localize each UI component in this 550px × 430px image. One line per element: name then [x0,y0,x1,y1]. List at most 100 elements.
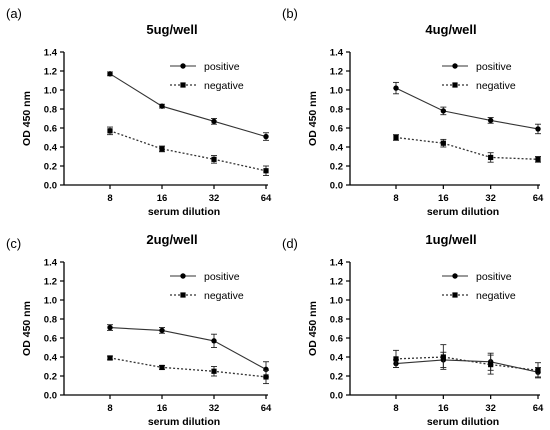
panel-label: (b) [282,6,298,21]
legend-marker-negative [180,82,186,88]
y-tick-label: 0.6 [330,333,343,344]
x-tick-label: 8 [393,403,398,414]
point-positive [393,85,399,91]
series-line-positive [109,327,267,370]
y-tick-label: 0.0 [44,180,57,191]
legend-marker-positive [180,273,186,279]
x-tick-label: 8 [393,193,398,204]
y-tick-label: 1.0 [330,295,343,306]
y-axis-title: OD 450 nm [307,301,319,356]
y-tick-label: 0.2 [44,371,57,382]
chart-title: 5ug/well [146,22,197,37]
point-negative [488,362,494,368]
x-tick-label: 32 [209,193,220,204]
y-axis-title: OD 450 nm [21,91,33,146]
y-tick-label: 1.2 [44,276,57,287]
legend-label-negative: negative [476,290,516,302]
point-negative [211,368,217,374]
legend-label-positive: positive [476,61,512,73]
x-tick-label: 32 [209,403,220,414]
x-tick-label: 32 [485,403,496,414]
y-axis-title: OD 450 nm [307,91,319,146]
y-tick-label: 0.4 [44,142,58,153]
point-positive [440,108,447,114]
legend-label-positive: positive [476,271,512,283]
point-positive [263,133,269,140]
chart-panel-4: (d) 1ug/well 0.0 0.2 0.4 0.6 0.8 1.0 1.2 1.4 8 16 32… [282,232,544,428]
point-negative [107,355,113,361]
x-tick-label: 16 [438,193,449,204]
x-tick-label: 64 [533,193,544,204]
y-tick-label: 0.8 [330,104,343,115]
point-negative [393,134,399,141]
point-positive [107,71,113,77]
point-negative [440,140,446,146]
y-tick-label: 0.4 [44,352,58,363]
y-tick-label: 0.0 [330,180,343,191]
x-tick-label: 64 [261,193,272,204]
point-negative [488,154,494,161]
point-negative [535,367,541,373]
y-tick-label: 1.0 [44,295,57,306]
x-tick-label: 64 [261,403,272,414]
series-line-negative [109,130,267,172]
y-tick-label: 0.4 [330,352,344,363]
legend-marker-positive [180,63,186,69]
x-axis-title: serum dilution [427,206,499,218]
legend-label-negative: negative [204,290,244,302]
y-tick-label: 0.2 [330,161,343,172]
x-tick-label: 8 [107,403,112,414]
x-tick-label: 64 [533,403,544,414]
x-tick-label: 16 [157,403,168,414]
point-positive [107,324,113,331]
x-tick-label: 32 [485,193,496,204]
y-tick-label: 1.4 [330,257,344,268]
legend-label-negative: negative [476,80,516,92]
y-tick-label: 0.0 [330,390,343,401]
point-negative [159,364,165,371]
legend-marker-negative [452,82,458,88]
x-axis-title: serum dilution [148,416,220,428]
point-negative [440,354,446,360]
series-line-positive [395,359,539,373]
legend-label-positive: positive [204,61,240,73]
y-tick-label: 1.4 [44,47,58,58]
point-negative [535,156,541,162]
series-line-negative [395,136,539,160]
chart-panel-1: (a) 5ug/well 0.0 0.2 0.4 0.6 0.8 1.0 1.2 1.4 8 16 32… [6,6,272,218]
x-tick-label: 16 [157,193,168,204]
y-axis-title: OD 450 nm [21,301,33,356]
y-tick-label: 0.0 [44,390,57,401]
legend-marker-negative [452,292,458,298]
x-tick-label: 16 [438,403,449,414]
point-positive [487,117,494,124]
y-tick-label: 0.2 [330,371,343,382]
y-tick-label: 0.6 [330,123,343,134]
y-tick-label: 0.8 [330,314,343,325]
x-tick-label: 8 [107,193,112,204]
series-line-positive [395,87,539,130]
chart-panel-2: (b) 4ug/well 0.0 0.2 0.4 0.6 0.8 1.0 1.2 1.4 8 16 32… [282,6,544,218]
y-tick-label: 1.2 [330,66,343,77]
y-tick-label: 1.0 [330,85,343,96]
point-positive [211,118,217,125]
series-line-positive [109,73,267,138]
legend-marker-negative [180,292,186,298]
x-axis-title: serum dilution [427,416,499,428]
y-tick-label: 1.2 [330,276,343,287]
legend-marker-positive [452,273,458,279]
legend-label-positive: positive [204,271,240,283]
series-line-negative [395,356,539,371]
y-tick-label: 0.4 [330,142,344,153]
series-line-negative [109,357,267,378]
legend-marker-positive [452,63,458,69]
panel-label: (d) [282,236,298,251]
chart-panel-3: (c) 2ug/well 0.0 0.2 0.4 0.6 0.8 1.0 1.2 1.4 8 16 32… [6,232,272,428]
panel-label: (c) [6,236,21,251]
y-tick-label: 0.8 [44,314,57,325]
y-tick-label: 0.8 [44,104,57,115]
point-positive [211,338,217,344]
y-tick-label: 0.2 [44,161,57,172]
chart-title: 4ug/well [425,22,476,37]
point-negative [107,128,113,134]
